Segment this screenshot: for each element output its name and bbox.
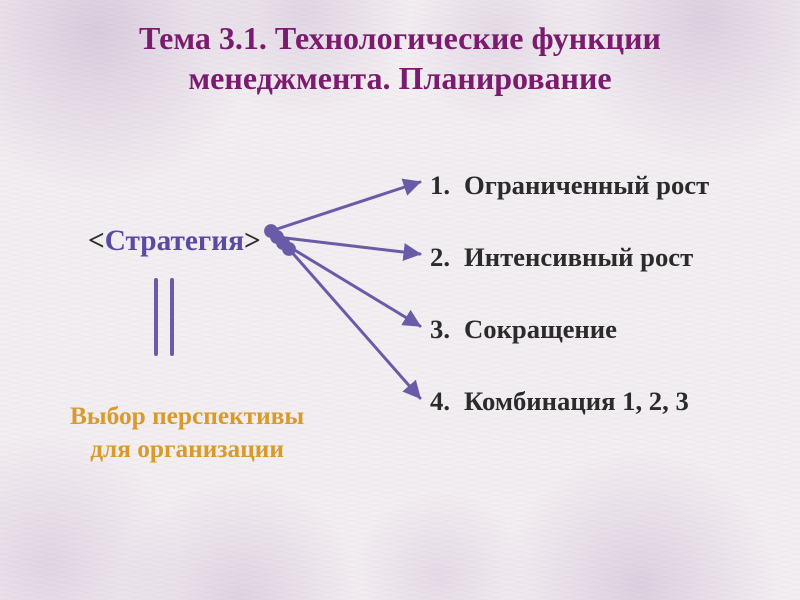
- list-item-label: Сокращение: [464, 314, 617, 344]
- subtitle-line1: Выбор перспективы: [70, 400, 304, 433]
- list-item: 3.Сокращение: [430, 314, 617, 345]
- slide-title-line1: Тема 3.1. Технологические функции: [0, 18, 800, 58]
- strategy-label: <Стратегия>: [88, 225, 261, 258]
- strategy-word: Стратегия: [105, 225, 244, 257]
- arrow: [271, 182, 420, 231]
- subtitle-line2: для организации: [70, 433, 304, 466]
- equals-bar-left: [154, 278, 158, 356]
- list-item-number: 2.: [430, 242, 464, 273]
- list-item-number: 3.: [430, 314, 464, 345]
- list-item-label: Интенсивный рост: [464, 242, 693, 272]
- list-item-number: 4.: [430, 386, 464, 417]
- list-item: 1.Ограниченный рост: [430, 170, 709, 201]
- list-item-label: Комбинация 1, 2, 3: [464, 386, 689, 416]
- arrow: [283, 243, 420, 326]
- slide-title-line2: менеджмента. Планирование: [0, 58, 800, 98]
- list-item: 2.Интенсивный рост: [430, 242, 693, 273]
- equals-symbol: [154, 278, 174, 356]
- list-item: 4.Комбинация 1, 2, 3: [430, 386, 689, 417]
- slide-title: Тема 3.1. Технологические функции менедж…: [0, 18, 800, 98]
- strategy-subtitle: Выбор перспективы для организации: [70, 400, 304, 466]
- bracket-open: <: [88, 225, 105, 257]
- arrow: [289, 249, 420, 398]
- bracket-close: >: [244, 225, 261, 257]
- list-item-number: 1.: [430, 170, 464, 201]
- list-item-label: Ограниченный рост: [464, 170, 709, 200]
- equals-bar-right: [170, 278, 174, 356]
